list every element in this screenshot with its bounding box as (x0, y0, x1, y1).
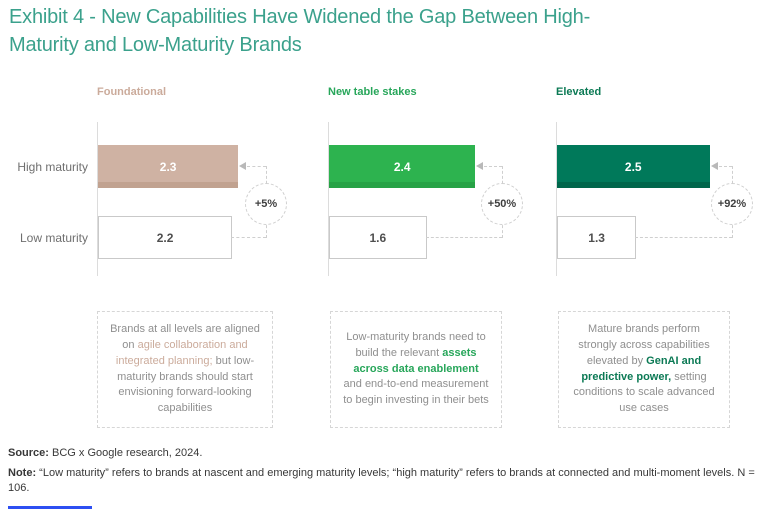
row-label-low-maturity: Low maturity (19, 231, 88, 245)
insight-box-elevated: Mature brands perform strongly across ca… (558, 311, 730, 428)
insight-box-new-table-stakes: Low-maturity brands need to build the re… (330, 311, 502, 428)
connector-dash-top (484, 166, 502, 167)
bar-value: 2.5 (624, 159, 642, 174)
connector-dash-bottom (231, 237, 266, 238)
arrow-left-icon (476, 162, 484, 170)
bar-group-elevated: Elevated 2.5 1.3 +92% (556, 84, 768, 296)
bar-bottom-edge (557, 182, 710, 188)
bar-high-maturity: 2.5 (557, 145, 710, 188)
bar-bottom-edge (329, 182, 476, 188)
insight-text: Brands at all levels are aligned on agil… (110, 322, 260, 415)
bar-high-maturity: 2.3 (98, 145, 239, 188)
bar-low-maturity: 1.3 (557, 216, 637, 259)
delta-badge: +5% (245, 183, 287, 225)
connector-dash-top (718, 166, 732, 167)
connector-dash-bottom (425, 237, 502, 238)
delta-badge: +50% (481, 183, 523, 225)
bar-group-foundational: Foundational 2.3 2.2 +5% (97, 84, 327, 296)
connector-dash-bottom (635, 237, 732, 238)
bar-value: 2.2 (156, 230, 174, 245)
arrow-left-icon (239, 162, 247, 170)
source-note: Source: BCG x Google research, 2024. (8, 447, 202, 459)
insight-box-foundational: Brands at all levels are aligned on agil… (97, 311, 273, 428)
exhibit-title: Exhibit 4 - New Capabilities Have Widene… (9, 6, 591, 56)
delta-badge: +92% (711, 183, 753, 225)
axis-line (556, 122, 557, 276)
bar-low-maturity: 2.2 (98, 216, 233, 259)
bar-value: 1.3 (588, 230, 605, 245)
column-header: Elevated (556, 86, 602, 98)
row-label-high-maturity: High maturity (17, 160, 88, 174)
axis-line (328, 122, 329, 276)
note-text: “Low maturity” refers to brands at nasce… (8, 467, 755, 494)
axis-line (97, 122, 98, 276)
bar-group-new-table-stakes: New table stakes 2.4 1.6 +50% (328, 84, 558, 296)
bar-value: 1.6 (369, 230, 387, 245)
bottom-accent-line (8, 506, 92, 509)
footnote: Note: “Low maturity” refers to brands at… (8, 466, 760, 496)
bar-value: 2.4 (393, 159, 411, 174)
note-label: Note: (8, 467, 37, 479)
bar-value: 2.3 (159, 159, 177, 174)
column-header: New table stakes (328, 86, 417, 98)
insight-text: Low-maturity brands need to build the re… (343, 330, 489, 407)
column-header: Foundational (97, 86, 167, 98)
source-label: Source: (8, 447, 49, 459)
bar-bottom-edge (98, 182, 239, 188)
connector-dash-top (247, 166, 266, 167)
insight-text: Mature brands perform strongly across ca… (573, 322, 715, 415)
arrow-left-icon (710, 162, 718, 170)
bar-high-maturity: 2.4 (329, 145, 476, 188)
source-text: BCG x Google research, 2024. (48, 447, 203, 459)
bar-low-maturity: 1.6 (329, 216, 427, 259)
